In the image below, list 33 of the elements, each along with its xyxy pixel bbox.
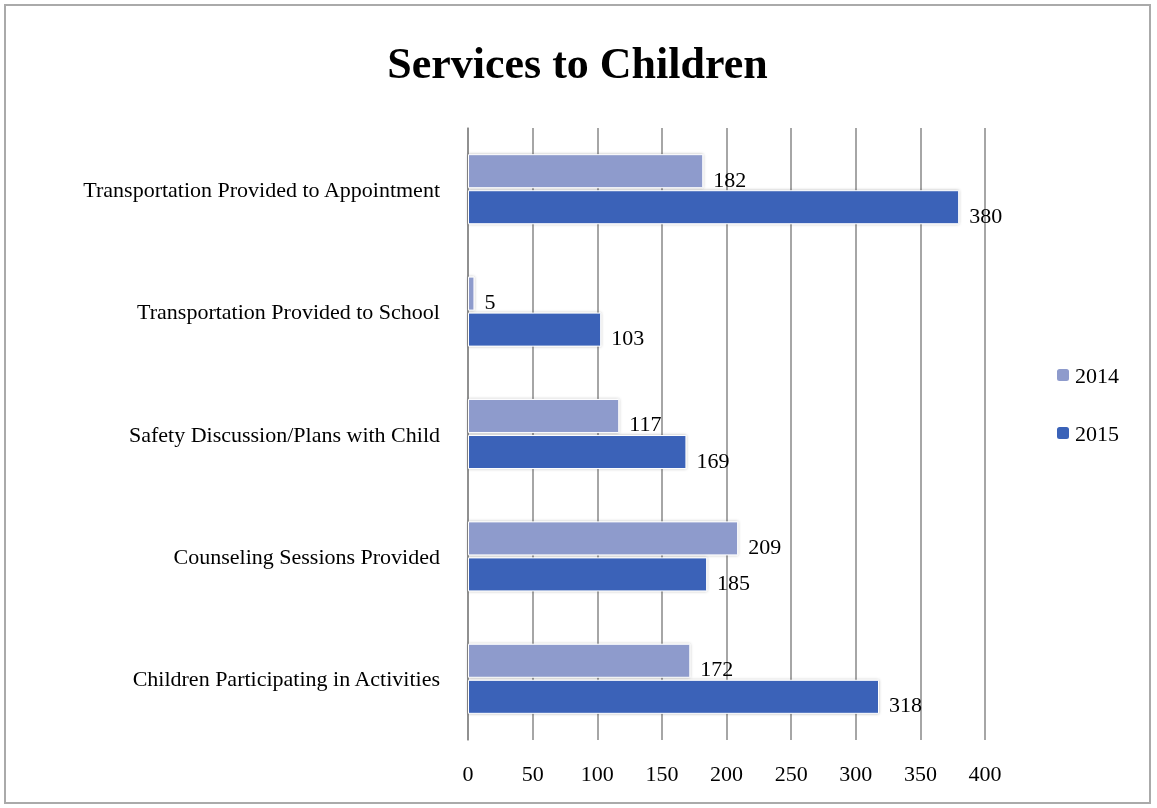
data-label: 182 xyxy=(713,166,747,192)
y-tick-label: Transportation Provided to School xyxy=(137,299,440,325)
y-tick-label: Counseling Sessions Provided xyxy=(173,543,440,569)
data-label: 172 xyxy=(700,656,734,682)
bar xyxy=(468,435,687,470)
y-tick-label: Transportation Provided to Appointment xyxy=(83,176,440,202)
x-tick-label: 200 xyxy=(710,760,743,786)
legend-label: 2015 xyxy=(1075,420,1119,446)
data-label: 185 xyxy=(717,569,751,595)
x-tick-label: 300 xyxy=(839,760,873,786)
legend-label: 2014 xyxy=(1075,362,1119,388)
x-tick-label: 100 xyxy=(580,760,614,786)
data-label: 318 xyxy=(889,692,923,718)
x-tick-label: 0 xyxy=(462,760,474,786)
bar xyxy=(468,190,960,225)
y-tick-label: Safety Discussion/Plans with Child xyxy=(128,421,440,447)
data-label: 117 xyxy=(629,411,662,437)
bar xyxy=(468,398,620,433)
chart-title: Services to Children xyxy=(387,38,768,88)
x-tick-label: 250 xyxy=(774,760,808,786)
data-label: 169 xyxy=(696,447,730,473)
x-tick-label: 350 xyxy=(903,760,937,786)
data-label: 209 xyxy=(748,533,782,559)
x-tick-label: 50 xyxy=(521,760,544,786)
data-label: 5 xyxy=(484,289,496,315)
data-label: 380 xyxy=(969,202,1003,228)
x-tick-label: 150 xyxy=(645,760,679,786)
bar xyxy=(468,643,691,678)
bar xyxy=(468,154,704,189)
bar xyxy=(468,679,880,714)
y-tick-label: Children Participating in Activities xyxy=(132,666,440,692)
x-tick-label: 400 xyxy=(968,760,1002,786)
data-label: 103 xyxy=(611,325,645,351)
